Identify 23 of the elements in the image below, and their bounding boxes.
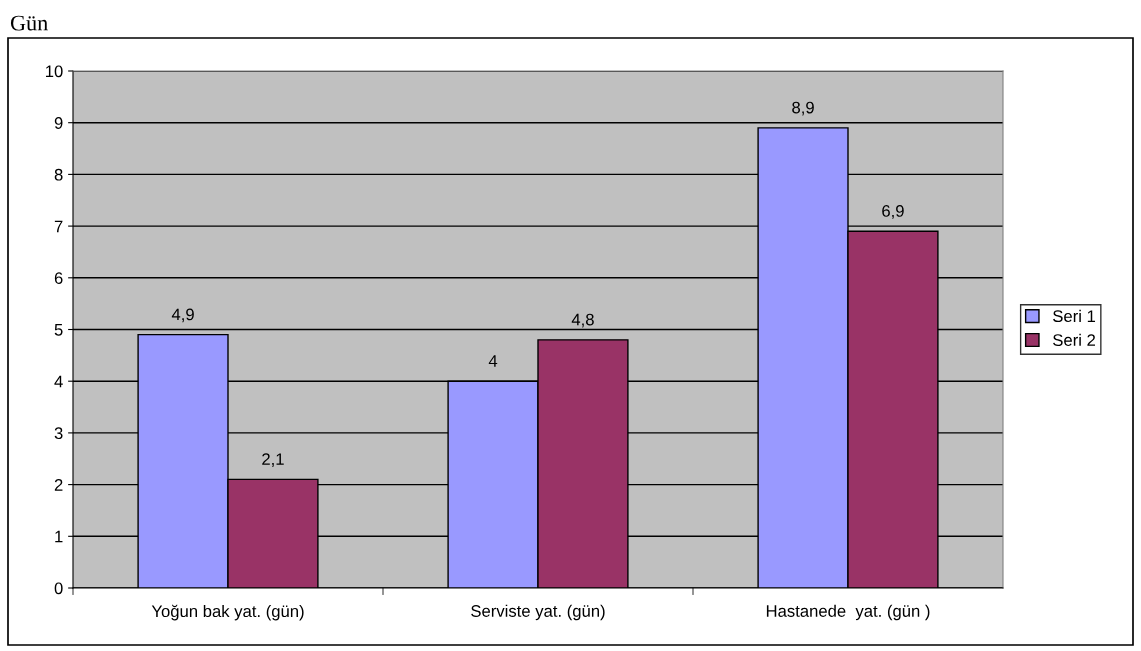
y-tick-label: 6 [54,272,63,284]
data-label: 2,1 [262,453,284,467]
legend-label: Seri 2 [1053,333,1095,346]
legend-label: Seri 1 [1053,309,1096,323]
y-tick-label: 1 [55,530,63,543]
y-tick-label: 4 [54,375,63,388]
x-tick-label: Serviste yat. (gün) [471,604,605,621]
data-label: 6,9 [882,205,904,219]
data-label: 4,9 [171,308,194,323]
y-tick-label: 5 [54,324,63,336]
x-tick-label: Yoğun bak yat. (gün) [151,604,304,621]
y-tick-label: 7 [54,220,63,233]
y-tick-label: 0 [54,582,63,595]
data-label: 4 [488,355,498,367]
y-tick-label: 9 [54,117,63,129]
y-tick-label: 8 [54,168,63,181]
y-tick-label: 3 [54,427,63,440]
y-tick-label: 10 [46,65,63,78]
data-label: 8,9 [792,101,814,116]
y-tick-label: 2 [54,479,63,491]
x-tick-label: Hastanede yat. (gün ) [766,604,930,621]
y-axis-title: Gün [10,15,48,31]
data-label: 4,8 [571,313,594,328]
